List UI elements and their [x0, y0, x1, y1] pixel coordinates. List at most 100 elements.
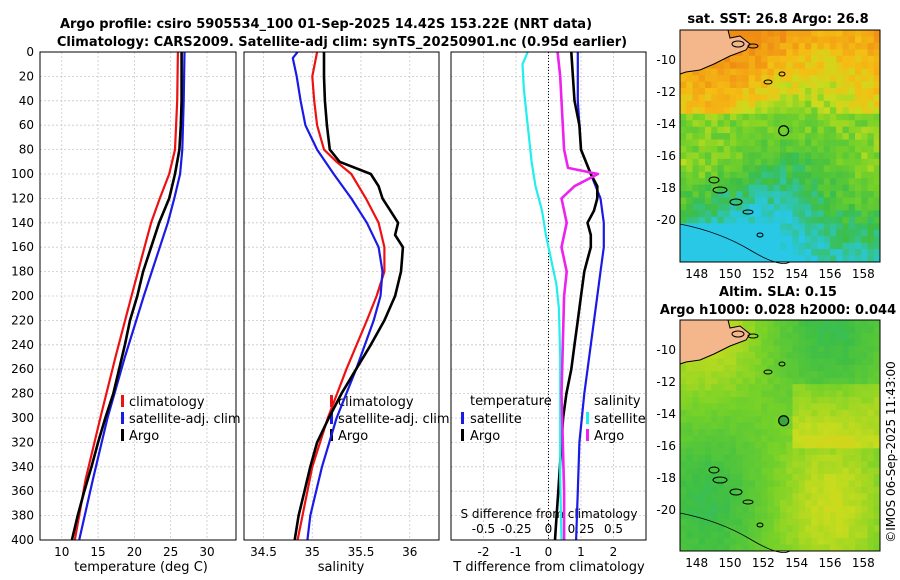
map-cell	[717, 216, 725, 224]
map-cell	[748, 171, 756, 179]
map-cell	[817, 94, 825, 102]
map-cell	[761, 441, 768, 449]
map-cell	[686, 204, 693, 211]
map-cell	[767, 62, 775, 70]
map-cell	[761, 94, 768, 102]
map-cell	[692, 94, 700, 102]
map-cell	[830, 68, 837, 76]
map-cell	[748, 62, 756, 70]
map-cell	[861, 416, 868, 424]
map-cell	[805, 326, 812, 334]
map-cell	[848, 409, 856, 417]
map-cell	[811, 229, 818, 237]
map-cell	[711, 409, 718, 417]
map-cell	[755, 133, 762, 140]
map-cell	[805, 441, 812, 449]
map-cell	[805, 191, 812, 198]
map-cell	[861, 68, 868, 76]
map-cell	[798, 429, 806, 436]
map-cell	[773, 512, 781, 520]
map-cell	[842, 384, 850, 391]
map-cell	[811, 191, 818, 198]
map-cell	[798, 345, 806, 353]
map-cell	[848, 512, 856, 520]
map-cell	[680, 178, 687, 186]
map-cell	[830, 152, 837, 160]
map-cell	[817, 422, 825, 430]
map-cell	[823, 210, 831, 218]
map-cell	[698, 525, 706, 533]
map-cell	[692, 126, 700, 134]
temperature-legend: climatology satellite-adj. clim Argo	[121, 395, 241, 444]
map-cell	[730, 403, 737, 411]
map-cell	[736, 422, 743, 430]
map-cell	[873, 184, 881, 192]
map-cell	[867, 242, 875, 250]
map-cell	[680, 236, 687, 244]
map-cell	[705, 242, 712, 250]
map-cell	[730, 448, 737, 456]
map-cell	[730, 409, 737, 417]
map-cell	[748, 146, 756, 153]
map-cell	[823, 139, 831, 147]
map-cell	[773, 544, 781, 552]
map-cell	[830, 165, 837, 173]
map-cell	[842, 371, 850, 379]
map-cell	[780, 49, 787, 57]
map-cell	[830, 326, 837, 334]
map-cell	[817, 480, 825, 488]
map-cell	[698, 68, 706, 76]
map-cell	[830, 499, 837, 507]
map-cell	[817, 474, 825, 481]
map-cell	[717, 512, 725, 520]
map-cell	[792, 364, 800, 372]
map-cell	[798, 178, 806, 186]
map-cell	[736, 171, 743, 179]
map-cell	[798, 158, 806, 166]
map-cell	[848, 435, 856, 443]
map-cell	[730, 525, 737, 533]
map-cell	[680, 448, 687, 456]
map-cell	[873, 377, 881, 385]
map-cell	[786, 171, 793, 179]
map-cell	[861, 429, 868, 436]
map-cell	[730, 184, 737, 192]
map-cell	[717, 397, 725, 404]
map-cell	[811, 486, 818, 494]
map-cell	[855, 544, 862, 552]
map-cell	[736, 435, 743, 443]
map-cell	[736, 531, 743, 539]
map-cell	[786, 467, 793, 475]
map-cell	[767, 499, 775, 507]
map-cell	[742, 49, 750, 57]
map-cell	[855, 100, 862, 108]
map-cell	[867, 474, 875, 481]
map-cell	[680, 474, 687, 481]
map-cell	[761, 229, 768, 237]
map-cell	[773, 146, 781, 153]
island	[756, 522, 764, 528]
map-cell	[836, 49, 843, 57]
map-cell	[680, 81, 687, 89]
map-cell	[792, 518, 800, 526]
map-cell	[867, 75, 875, 82]
map-cell	[823, 390, 831, 398]
map-cell	[748, 126, 756, 134]
map-cell	[817, 403, 825, 411]
map-cell	[817, 36, 825, 44]
map-cell	[805, 100, 812, 108]
map-cell	[792, 422, 800, 430]
map-cell	[817, 544, 825, 552]
map-cell	[717, 441, 725, 449]
map-cell	[798, 538, 806, 545]
map-cell	[817, 531, 825, 539]
map-cell	[792, 486, 800, 494]
map-cell	[680, 441, 687, 449]
series-argo	[293, 52, 405, 541]
map-cell	[742, 229, 750, 237]
map-cell	[742, 242, 750, 250]
map-cell	[686, 165, 693, 173]
map-cell	[786, 493, 793, 501]
map-cell	[848, 441, 856, 449]
